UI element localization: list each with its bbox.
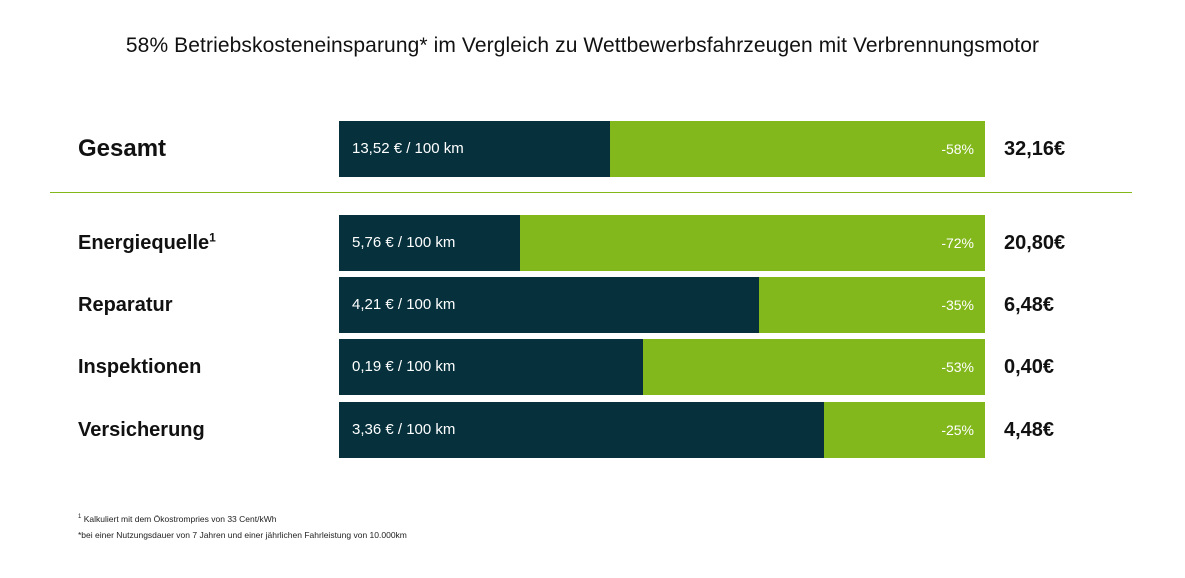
chart-title: 58% Betriebskosteneinsparung* im Verglei… [125, 34, 1040, 57]
competitor-amount: 32,16€ [1004, 138, 1066, 160]
bar-track: 3,36 € / 100 km -25% [339, 402, 985, 458]
bar-value-label: 4,21 € / 100 km [352, 296, 456, 313]
competitor-amount: 20,80€ [1004, 232, 1066, 254]
footnote-1-text: Kalkuliert mit dem Ökostrompries von 33 … [83, 514, 277, 524]
competitor-amount: 6,48€ [1004, 294, 1055, 316]
bar-saving-label: -72% [941, 235, 974, 251]
bar-saving-label: -25% [941, 422, 974, 438]
footnote-1: 1 Kalkuliert mit dem Ökostrompries von 3… [78, 514, 276, 524]
bar-value-label: 0,19 € / 100 km [352, 358, 456, 375]
row-label: Gesamt [78, 135, 167, 162]
bar-row-inspektionen: Inspektionen 0,19 € / 100 km -53% 0,40€ [0, 339, 1185, 395]
footnote-2: *bei einer Nutzungsdauer von 7 Jahren un… [78, 530, 407, 540]
bar-value-label: 3,36 € / 100 km [352, 421, 456, 438]
bar-track: 0,19 € / 100 km -53% [339, 339, 985, 395]
row-label: Energiequelle1 [78, 215, 216, 271]
bar-fill [339, 277, 759, 333]
bar-row-gesamt: Gesamt 13,52 € / 100 km -58% 32,16€ [0, 121, 1185, 177]
bar-track: 13,52 € / 100 km -58% [339, 121, 985, 177]
bar-fill [339, 215, 520, 271]
bar-fill [339, 121, 611, 177]
bar-row-reparatur: Reparatur 4,21 € / 100 km -35% 6,48€ [0, 277, 1185, 333]
bar-value-label: 13,52 € / 100 km [352, 140, 464, 157]
bar-saving-label: -53% [941, 359, 974, 375]
row-label: Versicherung [78, 419, 205, 441]
bar-row-energiequelle: Energiequelle1 5,76 € / 100 km -72% 20,8… [0, 215, 1185, 271]
bar-track: 4,21 € / 100 km -35% [339, 277, 985, 333]
competitor-amount: 4,48€ [1004, 419, 1055, 441]
bar-fill [339, 402, 824, 458]
bar-saving-label: -35% [941, 297, 974, 313]
row-label: Inspektionen [78, 356, 202, 378]
bar-fill [339, 339, 643, 395]
footnote-marker: 1 [209, 230, 216, 245]
divider [50, 192, 1132, 193]
bar-track: 5,76 € / 100 km -72% [339, 215, 985, 271]
bar-value-label: 5,76 € / 100 km [352, 234, 456, 251]
footnote-1-mark: 1 [78, 514, 82, 521]
row-label: Reparatur [78, 294, 173, 316]
row-label-text: Energiequelle [78, 232, 210, 254]
competitor-amount: 0,40€ [1004, 356, 1055, 378]
bar-row-versicherung: Versicherung 3,36 € / 100 km -25% 4,48€ [0, 402, 1185, 458]
bar-saving-label: -58% [941, 141, 974, 157]
